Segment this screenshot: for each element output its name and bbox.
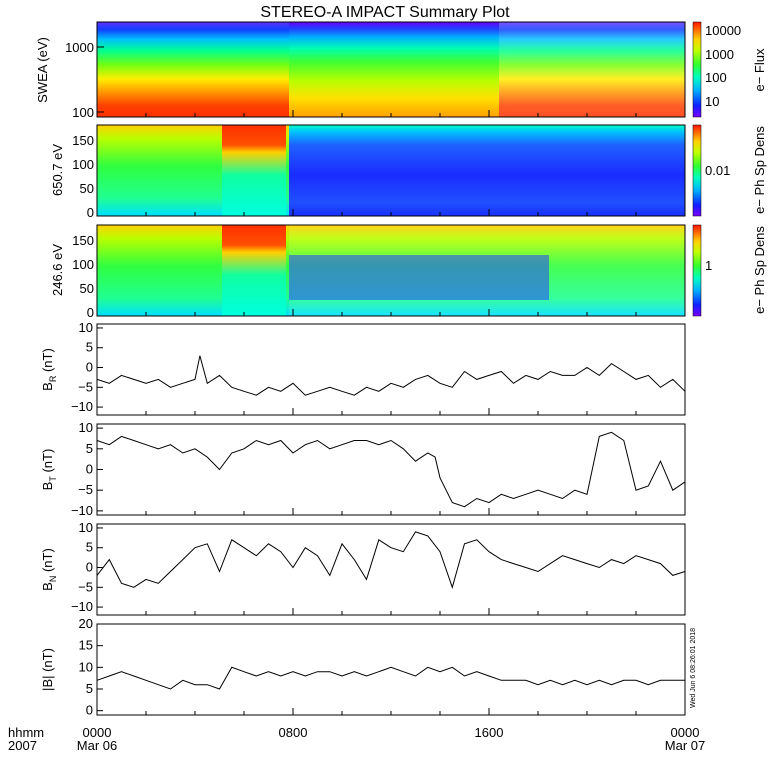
pad650-ytick-0: 0 [87, 205, 94, 220]
pad246-cbar-tick: 1 [705, 258, 712, 273]
bn-ytick-label: 10 [79, 520, 93, 535]
swea-spectrum-mid [289, 22, 499, 117]
x-date-end: Mar 07 [665, 738, 705, 753]
bt-ytick-label: 5 [86, 441, 93, 456]
pad246-ylabel: 246.6 eV [50, 244, 65, 296]
bt-ytick-label: 10 [79, 420, 93, 435]
bmag-series-line [96, 666, 685, 690]
swea-spectrum-early [97, 22, 289, 117]
x-tick-0800: 0800 [279, 725, 308, 740]
bn-ytick-label: −5 [78, 579, 93, 594]
swea-y-axis: 1000 100 [65, 40, 104, 120]
br-ytick-label: −5 [78, 379, 93, 394]
bn-panel: −10 −5 0 5 10 BN (nT) [40, 520, 686, 616]
pad246-ytick-100: 100 [72, 257, 94, 272]
pad246-ytick-150: 150 [72, 233, 94, 248]
bmag-ylabel: |B| (nT) [40, 648, 55, 691]
pad246-ytick-50: 50 [80, 281, 94, 296]
swea-ytick-100: 100 [72, 105, 94, 120]
x-year-label: 2007 [8, 738, 37, 753]
magnetic-field-panels: −10 −5 0 5 10 BR (nT) −10 −5 0 5 10 BT (nT) −10 −5 0 5 1… [40, 320, 686, 718]
pad650-cbar-label: e− Ph Sp Dens [752, 126, 767, 214]
pad650-colorbar [692, 124, 702, 217]
bmag-ytick-label: 10 [79, 659, 93, 674]
br-frame [96, 323, 686, 416]
bmag-frame [96, 623, 686, 716]
swea-cbar-tick-10000: 10000 [705, 23, 741, 38]
bmag-ytick-label: 0 [86, 703, 93, 718]
swea-cbar-tick-1000: 1000 [705, 47, 734, 62]
pad650-panel: 150 100 50 0 650.7 eV 0.01 e− Ph Sp Dens [50, 124, 767, 220]
pad650-ylabel: 650.7 eV [50, 144, 65, 196]
br-ytick-label: 10 [79, 320, 93, 335]
bmag-ytick-label: 20 [79, 616, 93, 631]
bt-ylabel: BT (nT) [40, 449, 58, 491]
br-ytick-label: 0 [86, 360, 93, 375]
br-series-line [96, 355, 686, 396]
bt-ytick-label: −5 [78, 482, 93, 497]
generation-timestamp: Wed Jun 6 08:26:01 2018 [690, 628, 697, 708]
pad246-depletion-region [289, 255, 549, 300]
bmag-ytick-label: 5 [86, 681, 93, 696]
pad246-cbar-label: e− Ph Sp Dens [752, 226, 767, 314]
br-ylabel: BR (nT) [40, 348, 58, 391]
swea-cbar-tick-10: 10 [705, 94, 719, 109]
swea-ylabel: SWEA (eV) [35, 37, 50, 103]
x-tick-0000-start: 0000 [83, 725, 112, 740]
br-ytick-label: 5 [86, 340, 93, 355]
swea-spectrogram-panel: 1000 100 SWEA (eV) 10000 1000 100 10 e− … [35, 21, 767, 120]
swea-ytick-1000: 1000 [65, 40, 94, 55]
pad650-ytick-150: 150 [72, 133, 94, 148]
bt-frame [96, 423, 686, 516]
swea-spectrum-late [499, 22, 685, 117]
bt-series-line [96, 431, 686, 508]
x-date-start: Mar 06 [77, 738, 117, 753]
bn-series-line [96, 531, 686, 589]
bn-frame [96, 523, 686, 616]
bn-ytick-label: 5 [86, 540, 93, 555]
x-axis: hhmm 2007 0000 0800 1600 0000 Mar 06 Mar… [8, 725, 705, 753]
bt-panel: −10 −5 0 5 10 BT (nT) [40, 420, 686, 518]
swea-cbar-label: e− Flux [752, 48, 767, 91]
pad650-strahl-region [222, 125, 286, 216]
bn-ytick-label: −10 [71, 599, 93, 614]
x-unit-label: hhmm [8, 725, 44, 740]
br-ytick-label: −10 [71, 399, 93, 414]
bn-ylabel: BN (nT) [40, 548, 58, 591]
pad650-cbar-tick: 0.01 [705, 163, 730, 178]
br-panel: −10 −5 0 5 10 BR (nT) [40, 320, 686, 416]
pad650-post-shock-region [289, 125, 685, 216]
pad246-ytick-0: 0 [87, 305, 94, 320]
swea-colorbar [692, 21, 702, 118]
bt-ytick-label: 0 [86, 462, 93, 477]
pad650-ytick-100: 100 [72, 157, 94, 172]
x-tick-0000-end: 0000 [671, 725, 700, 740]
pad246-colorbar [692, 224, 702, 317]
bmag-ytick-label: 15 [79, 638, 93, 653]
bmag-panel: 0 5 10 15 20 |B| (nT) [40, 616, 686, 718]
pad246-panel: 150 100 50 0 246.6 eV 1 e− Ph Sp Dens [50, 224, 767, 320]
bt-ytick-label: −10 [71, 503, 93, 518]
x-tick-1600: 1600 [475, 725, 504, 740]
bn-ytick-label: 0 [86, 560, 93, 575]
pad246-strahl-region [222, 225, 286, 316]
swea-cbar-tick-100: 100 [705, 70, 727, 85]
plot-title: STEREO-A IMPACT Summary Plot [260, 4, 510, 21]
pad650-ytick-50: 50 [80, 181, 94, 196]
